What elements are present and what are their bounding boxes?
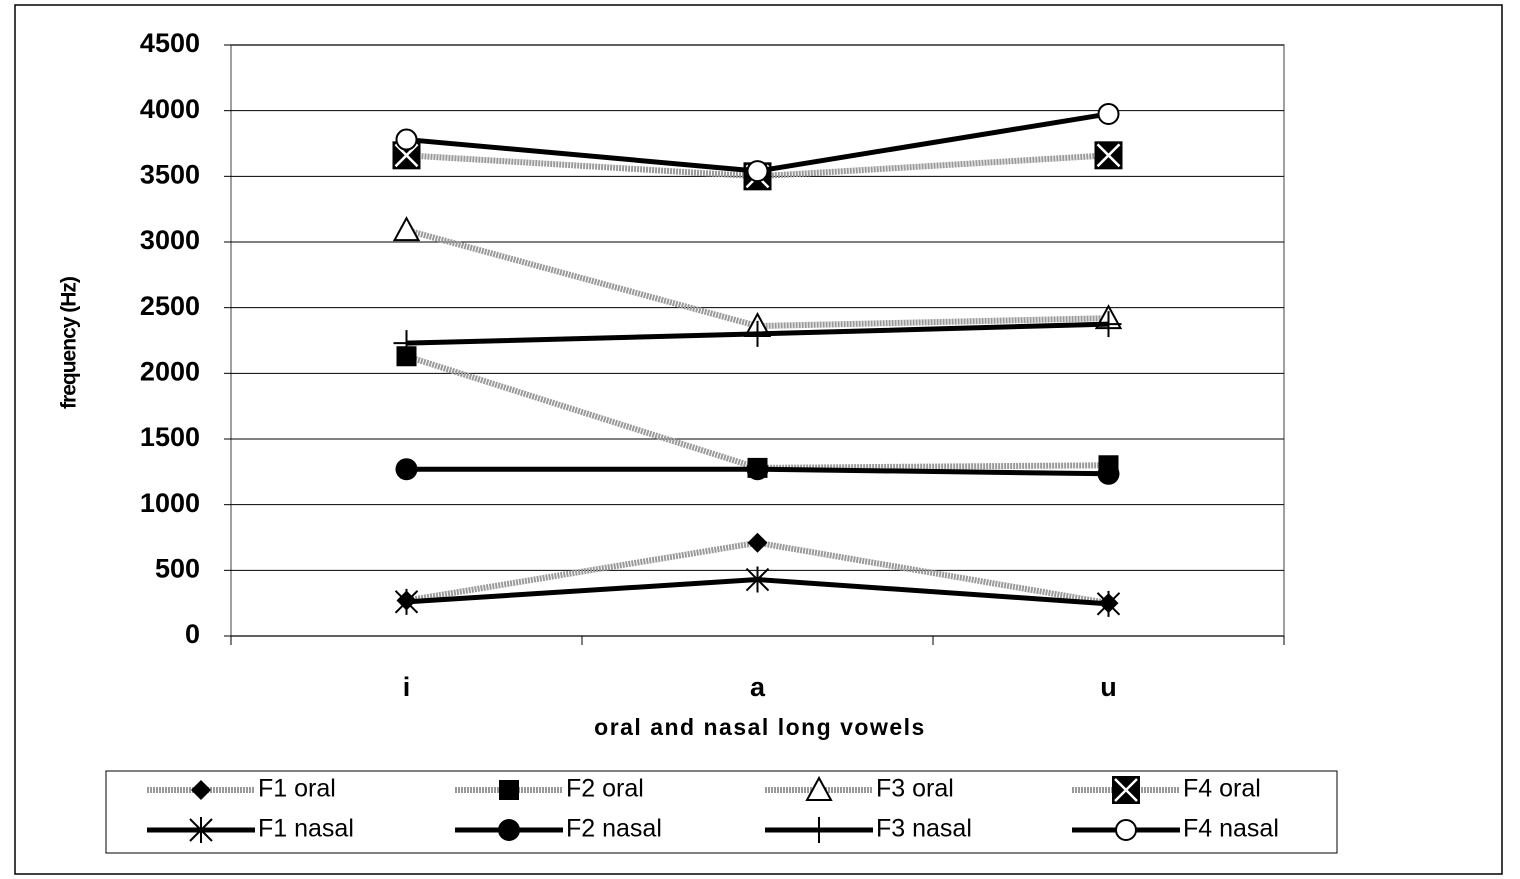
data-point	[745, 566, 770, 593]
marker-shape	[393, 330, 420, 357]
legend-label: F1 nasal	[258, 815, 354, 843]
data-point	[747, 532, 768, 553]
y-tick-label: 4000	[140, 94, 200, 124]
legend-marker	[1115, 819, 1137, 841]
y-tick-label: 2500	[140, 291, 200, 321]
data-point	[392, 216, 421, 242]
marker-shape	[394, 588, 419, 615]
marker-shape	[1096, 590, 1121, 617]
y-tick-label: 3500	[140, 159, 200, 189]
marker-shape	[191, 780, 211, 800]
legend-label: F1 oral	[258, 775, 336, 803]
y-tick-label: 4500	[140, 28, 200, 58]
y-tick-label: 2000	[140, 356, 200, 386]
legend-label: F3 oral	[876, 775, 954, 803]
marker-shape	[805, 775, 833, 801]
marker-shape	[394, 143, 419, 168]
legend-marker	[499, 780, 519, 800]
marker-shape	[1115, 819, 1137, 841]
marker-shape	[746, 160, 769, 183]
data-point	[394, 588, 419, 615]
data-point	[395, 128, 418, 151]
chart-frame	[14, 4, 1503, 875]
legend-label: F2 oral	[566, 775, 644, 803]
y-axis-title: frequency (Hz)	[58, 277, 81, 409]
legend-label: F4 nasal	[1183, 815, 1279, 843]
y-tick-label: 0	[185, 619, 200, 649]
marker-shape	[499, 780, 519, 800]
y-tick-label: 500	[155, 553, 200, 583]
legend-marker	[191, 780, 211, 800]
marker-shape	[1095, 311, 1122, 338]
x-tick-label: u	[1100, 672, 1117, 702]
x-axis-title: oral and nasal long vowels	[594, 714, 926, 740]
marker-shape	[1096, 143, 1121, 168]
data-point	[746, 458, 769, 481]
marker-shape	[498, 819, 520, 841]
marker-shape	[396, 346, 417, 367]
marker-shape	[745, 566, 770, 593]
legend-box	[105, 770, 1338, 854]
marker-shape	[395, 128, 418, 151]
data-point	[1097, 462, 1120, 485]
y-tick-label: 3000	[140, 225, 200, 255]
data-point	[395, 458, 418, 481]
marker-shape	[744, 320, 771, 347]
marker-shape	[747, 532, 768, 553]
data-point	[393, 330, 420, 357]
data-point	[1094, 141, 1123, 170]
marker-shape	[395, 458, 418, 481]
legend-marker	[189, 817, 213, 843]
marker-shape	[1114, 778, 1138, 802]
data-point	[1096, 590, 1121, 617]
x-tick-label: a	[750, 672, 766, 702]
marker-shape	[392, 216, 421, 242]
marker-shape	[189, 817, 213, 843]
legend-marker	[1112, 776, 1140, 804]
marker-shape	[746, 458, 769, 481]
data-point	[744, 320, 771, 347]
data-point	[1095, 311, 1122, 338]
y-tick-label: 1500	[140, 422, 200, 452]
series-line	[405, 227, 1109, 330]
marker-shape	[1097, 102, 1120, 125]
data-point	[746, 160, 769, 183]
y-tick-label: 1000	[140, 488, 200, 518]
marker-shape	[1097, 462, 1120, 485]
legend-marker	[498, 819, 520, 841]
legend-label: F4 oral	[1183, 775, 1261, 803]
legend-marker	[805, 775, 833, 801]
legend-marker	[806, 817, 832, 843]
marker-shape	[806, 817, 832, 843]
legend-label: F2 nasal	[566, 815, 662, 843]
x-tick-label: i	[403, 672, 411, 702]
data-point	[396, 346, 417, 367]
legend-label: F3 nasal	[876, 815, 972, 843]
data-point	[1097, 102, 1120, 125]
